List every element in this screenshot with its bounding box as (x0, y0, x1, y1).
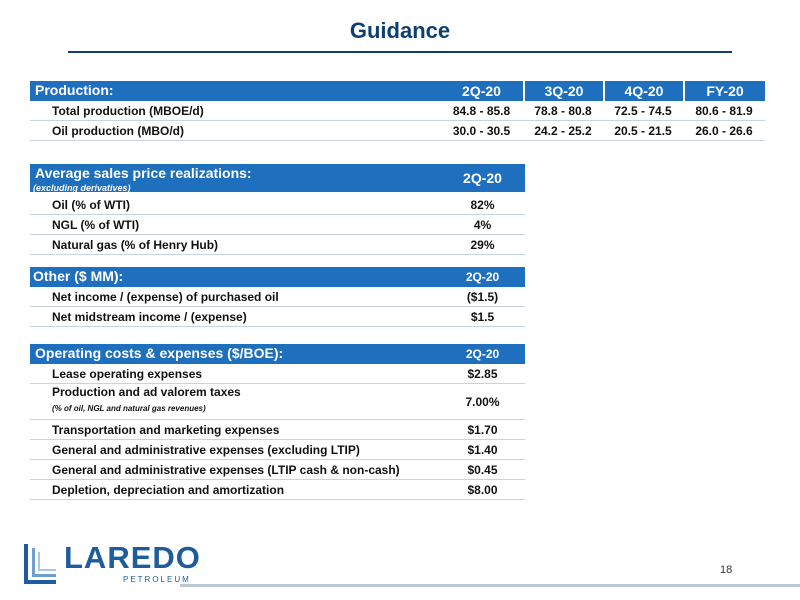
pricing-subheader: (excluding derivatives) (33, 183, 131, 193)
row-label: Depletion, depreciation and amortization (52, 483, 285, 497)
table-row: Production and ad valorem taxes (% of oi… (30, 384, 525, 420)
row-note: (% of oil, NGL and natural gas revenues) (52, 404, 206, 413)
production-col-3q20: 3Q-20 (523, 81, 603, 101)
row-label: Production and ad valorem taxes (52, 385, 241, 399)
row-label: NGL (% of WTI) (52, 218, 140, 232)
company-logo: LAREDO PETROLEUM (20, 540, 210, 590)
production-header: Production: 2Q-20 3Q-20 4Q-20 FY-20 (30, 81, 765, 101)
production-table: Production: 2Q-20 3Q-20 4Q-20 FY-20 Tota… (30, 81, 765, 141)
row-value: 4% (473, 218, 492, 232)
table-row: Transportation and marketing expenses $1… (30, 420, 525, 440)
table-row: Lease operating expenses $2.85 (30, 364, 525, 384)
laredo-l-mark-icon (24, 544, 56, 584)
opex-header-label: Operating costs & expenses ($/BOE): (35, 345, 284, 361)
opex-col-2q20: 2Q-20 (465, 347, 500, 361)
row-value: $8.00 (467, 483, 498, 497)
row-label: Total production (MBOE/d) (52, 104, 204, 118)
row-value: 29% (470, 238, 495, 252)
other-header: Other ($ MM): 2Q-20 (30, 267, 525, 287)
pricing-header-label: Average sales price realizations: (35, 165, 252, 181)
opex-header: Operating costs & expenses ($/BOE): 2Q-2… (30, 344, 525, 364)
footer-divider (180, 584, 800, 587)
table-row: Net income / (expense) of purchased oil … (30, 287, 525, 307)
row-value: 26.0 - 26.6 (695, 124, 753, 138)
table-row: Oil production (MBO/d) 30.0 - 30.5 24.2 … (30, 121, 765, 141)
row-value: 30.0 - 30.5 (452, 124, 511, 138)
row-value: ($1.5) (466, 290, 499, 304)
row-label: Natural gas (% of Henry Hub) (52, 238, 219, 252)
row-value: $1.40 (467, 443, 498, 457)
row-value: 7.00% (465, 395, 500, 409)
table-row: Oil (% of WTI) 82% (30, 195, 525, 215)
production-col-4q20: 4Q-20 (603, 81, 683, 101)
logo-subtitle: PETROLEUM (123, 575, 191, 584)
row-value: 78.8 - 80.8 (534, 104, 592, 118)
other-header-label: Other ($ MM): (33, 268, 124, 284)
row-label: Oil production (MBO/d) (52, 124, 184, 138)
page-number: 18 (720, 564, 733, 576)
row-value: 24.2 - 25.2 (534, 124, 592, 138)
production-header-label: Production: (35, 82, 114, 98)
pricing-header: Average sales price realizations: (exclu… (30, 164, 525, 193)
row-value: 20.5 - 21.5 (614, 124, 672, 138)
row-label: Lease operating expenses (52, 367, 203, 381)
row-value: 82% (470, 198, 495, 212)
opex-table: Operating costs & expenses ($/BOE): 2Q-2… (30, 344, 525, 500)
row-value: $2.85 (467, 367, 498, 381)
other-table: Other ($ MM): 2Q-20 Net income / (expens… (30, 267, 525, 327)
row-value: 72.5 - 74.5 (614, 104, 672, 118)
table-row: NGL (% of WTI) 4% (30, 215, 525, 235)
row-label: Net income / (expense) of purchased oil (52, 290, 279, 304)
logo-wordmark: LAREDO (64, 540, 201, 575)
page-title: Guidance (349, 18, 451, 43)
table-row: Net midstream income / (expense) $1.5 (30, 307, 525, 327)
table-row: Total production (MBOE/d) 84.8 - 85.8 78… (30, 101, 765, 121)
row-value: $1.5 (470, 310, 495, 324)
row-label: General and administrative expenses (LTI… (52, 463, 400, 477)
table-row: General and administrative expenses (LTI… (30, 460, 525, 480)
other-col-2q20: 2Q-20 (465, 270, 500, 284)
production-col-fy20: FY-20 (683, 81, 765, 101)
row-value: $1.70 (467, 423, 498, 437)
title-divider (68, 51, 732, 53)
row-value: 80.6 - 81.9 (695, 104, 753, 118)
row-label: General and administrative expenses (exc… (52, 443, 360, 457)
table-row: General and administrative expenses (exc… (30, 440, 525, 460)
row-label: Oil (% of WTI) (52, 198, 130, 212)
table-row: Depletion, depreciation and amortization… (30, 480, 525, 500)
pricing-col-2q20: 2Q-20 (463, 170, 502, 186)
row-label: Net midstream income / (expense) (52, 310, 247, 324)
production-col-2q20: 2Q-20 (462, 83, 501, 99)
row-value: $0.45 (467, 463, 498, 477)
pricing-table: Average sales price realizations: (exclu… (30, 164, 525, 255)
table-row: Natural gas (% of Henry Hub) 29% (30, 235, 525, 255)
row-label: Transportation and marketing expenses (52, 423, 280, 437)
row-value: 84.8 - 85.8 (452, 104, 511, 118)
